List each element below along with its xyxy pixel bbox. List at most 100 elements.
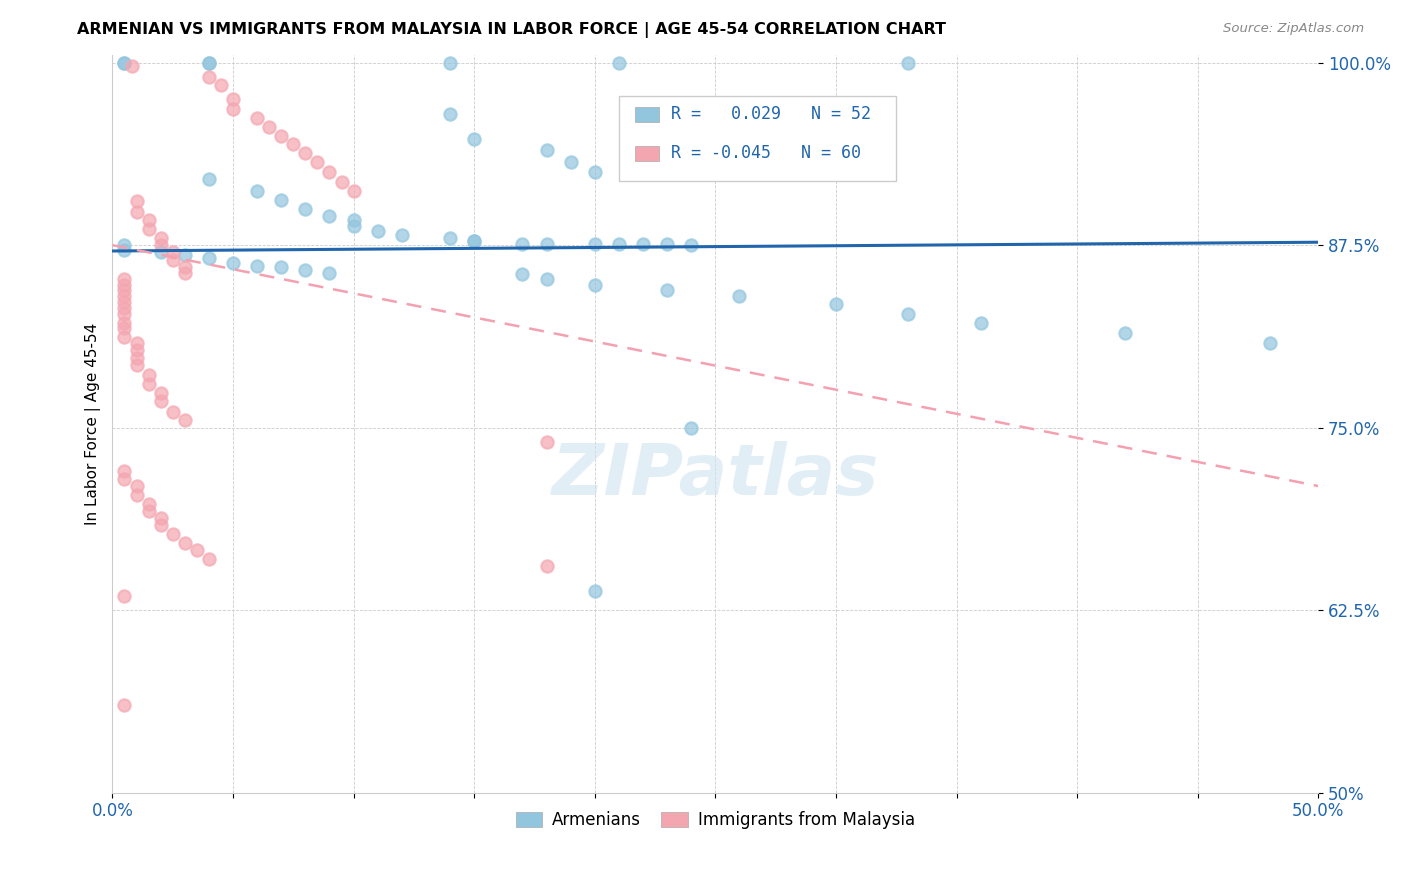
Point: [162, 404, 184, 418]
Point: [655, 284, 678, 298]
Point: [342, 219, 364, 234]
Point: [162, 527, 184, 541]
Point: [149, 231, 172, 245]
Point: [283, 137, 305, 152]
Point: [114, 307, 136, 321]
Point: [138, 376, 160, 391]
Point: [114, 316, 136, 330]
Point: [114, 698, 136, 712]
Point: [114, 277, 136, 292]
Point: [257, 120, 280, 134]
Point: [825, 296, 848, 310]
Point: [173, 536, 195, 550]
Point: [536, 559, 558, 574]
Point: [149, 385, 172, 400]
Point: [209, 78, 232, 92]
Point: [162, 252, 184, 267]
Point: [114, 465, 136, 479]
Point: [114, 243, 136, 257]
Point: [149, 518, 172, 533]
Point: [173, 266, 195, 280]
Text: ARMENIAN VS IMMIGRANTS FROM MALAYSIA IN LABOR FORCE | AGE 45-54 CORRELATION CHAR: ARMENIAN VS IMMIGRANTS FROM MALAYSIA IN …: [77, 22, 946, 38]
Bar: [634, 107, 658, 121]
Text: R = -0.045   N = 60: R = -0.045 N = 60: [671, 145, 860, 162]
Point: [114, 55, 136, 70]
Point: [222, 103, 245, 117]
Bar: [619, 96, 896, 181]
Point: [342, 184, 364, 198]
Point: [318, 209, 340, 223]
Point: [149, 394, 172, 409]
Point: [607, 236, 630, 251]
Point: [114, 472, 136, 486]
Point: [114, 301, 136, 315]
Point: [607, 55, 630, 70]
Point: [294, 263, 316, 277]
Point: [149, 238, 172, 252]
Point: [270, 128, 292, 143]
Point: [318, 266, 340, 280]
Point: [270, 193, 292, 207]
Point: [463, 234, 485, 248]
Point: [728, 289, 751, 303]
Text: ZIPatlas: ZIPatlas: [551, 442, 879, 510]
Point: [270, 260, 292, 274]
Point: [173, 413, 195, 427]
Point: [114, 55, 136, 70]
Point: [149, 245, 172, 260]
Point: [114, 330, 136, 344]
Point: [655, 236, 678, 251]
Point: [1258, 335, 1281, 350]
Point: [121, 58, 143, 72]
Point: [391, 227, 413, 242]
Point: [536, 435, 558, 450]
Point: [536, 271, 558, 285]
Text: Source: ZipAtlas.com: Source: ZipAtlas.com: [1223, 22, 1364, 36]
Point: [681, 420, 703, 434]
Point: [681, 238, 703, 252]
Bar: [634, 146, 658, 161]
Point: [125, 358, 148, 372]
Point: [138, 368, 160, 383]
Point: [294, 146, 316, 161]
Point: [631, 236, 654, 251]
Point: [969, 316, 991, 330]
Point: [149, 511, 172, 525]
Point: [138, 497, 160, 511]
Point: [198, 55, 221, 70]
Point: [114, 289, 136, 303]
Point: [583, 277, 606, 292]
Point: [536, 236, 558, 251]
Point: [114, 271, 136, 285]
Point: [294, 202, 316, 216]
Text: R =   0.029   N = 52: R = 0.029 N = 52: [671, 105, 870, 123]
Point: [114, 284, 136, 298]
Point: [512, 268, 534, 282]
Point: [307, 155, 329, 169]
Point: [583, 236, 606, 251]
Point: [114, 589, 136, 603]
Point: [114, 321, 136, 335]
Point: [198, 252, 221, 266]
Point: [512, 236, 534, 251]
Point: [246, 184, 269, 198]
Point: [463, 131, 485, 145]
Point: [222, 255, 245, 269]
Point: [125, 343, 148, 358]
Y-axis label: In Labor Force | Age 45-54: In Labor Force | Age 45-54: [86, 323, 101, 525]
Point: [198, 552, 221, 566]
Point: [439, 231, 461, 245]
Point: [536, 143, 558, 157]
Point: [246, 259, 269, 273]
Legend: Armenians, Immigrants from Malaysia: Armenians, Immigrants from Malaysia: [509, 805, 922, 836]
Point: [1114, 326, 1136, 340]
Point: [114, 295, 136, 310]
Point: [125, 479, 148, 493]
Point: [138, 213, 160, 227]
Point: [125, 194, 148, 209]
Point: [367, 223, 389, 237]
Point: [125, 204, 148, 219]
Point: [198, 55, 221, 70]
Point: [162, 245, 184, 260]
Point: [439, 55, 461, 70]
